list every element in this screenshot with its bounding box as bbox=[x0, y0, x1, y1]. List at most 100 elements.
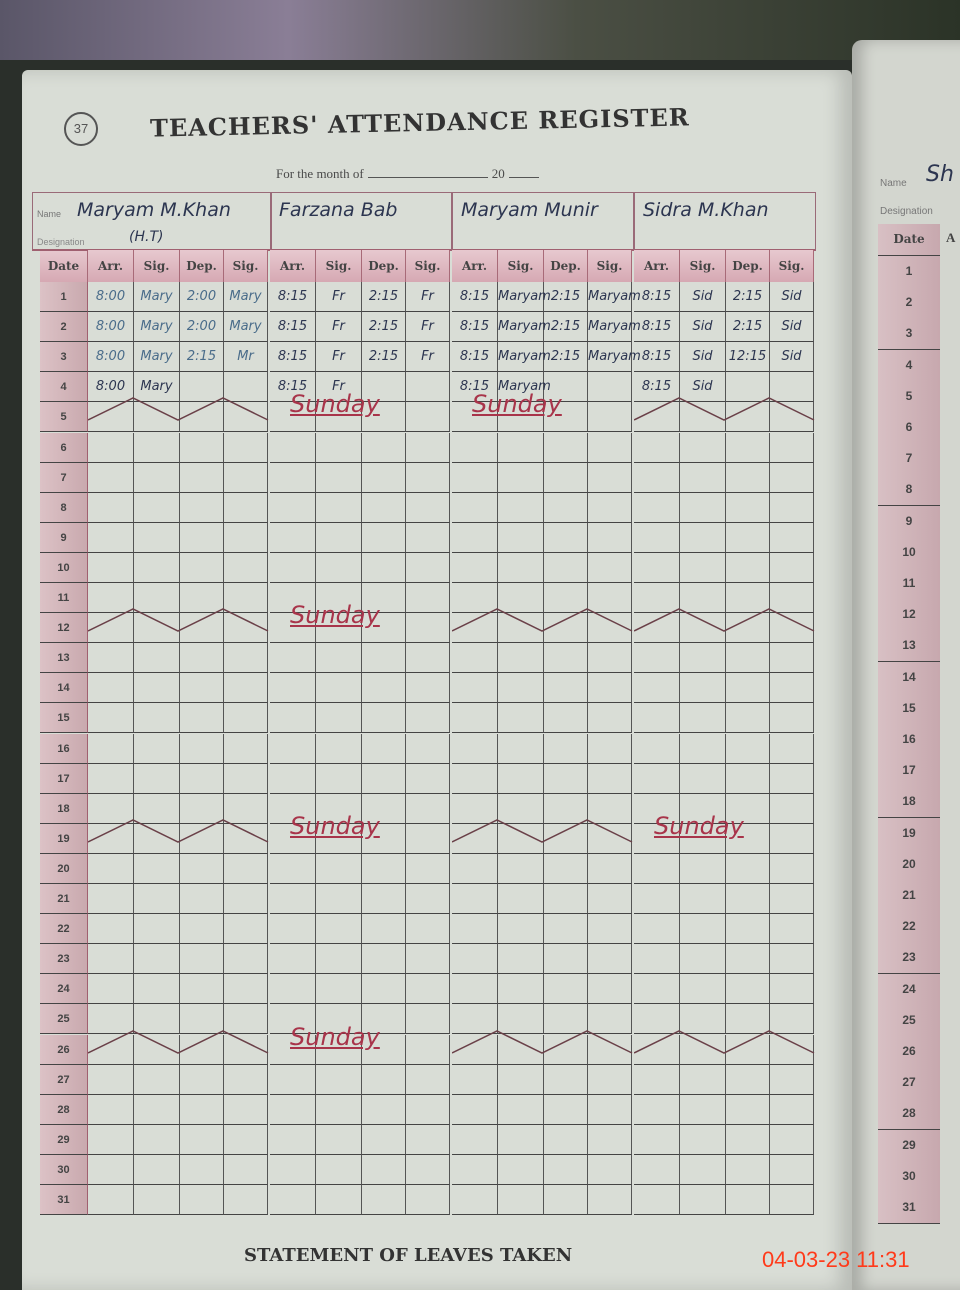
attendance-cell: 2:15 bbox=[362, 312, 406, 343]
attendance-cell bbox=[680, 1034, 726, 1065]
month-line: For the month of 20 bbox=[276, 166, 539, 182]
attendance-cell bbox=[770, 763, 814, 794]
attendance-cell bbox=[406, 552, 450, 583]
sunday-note: Sunday bbox=[472, 390, 562, 419]
column-header: Dep. bbox=[726, 250, 770, 282]
attendance-cell bbox=[406, 703, 450, 734]
attendance-cell bbox=[180, 1034, 224, 1065]
attendance-cell: Maryam bbox=[498, 312, 551, 343]
next-date-cell: 3 bbox=[878, 318, 940, 351]
attendance-cell bbox=[452, 1185, 498, 1215]
attendance-cell bbox=[726, 823, 770, 854]
date-cell: 19 bbox=[40, 823, 88, 854]
attendance-cell bbox=[134, 643, 180, 674]
attendance-cell: 8:00 bbox=[88, 282, 134, 312]
attendance-cell bbox=[362, 643, 406, 674]
attendance-cell bbox=[680, 733, 726, 764]
attendance-cell bbox=[180, 853, 224, 884]
attendance-cell bbox=[498, 944, 544, 975]
attendance-cell bbox=[180, 643, 224, 674]
attendance-cell bbox=[498, 1064, 544, 1095]
next-date-cell: 27 bbox=[878, 1067, 940, 1100]
attendance-cell: Sid bbox=[680, 372, 726, 403]
attendance-cell bbox=[634, 763, 680, 794]
attendance-cell bbox=[362, 914, 406, 945]
attendance-cell bbox=[634, 552, 680, 583]
attendance-cell bbox=[224, 974, 268, 1005]
date-cell: 22 bbox=[40, 914, 88, 945]
column-header: Sig. bbox=[498, 250, 544, 282]
attendance-cell bbox=[726, 763, 770, 794]
attendance-cell bbox=[634, 1154, 680, 1185]
attendance-cell bbox=[680, 1185, 726, 1215]
attendance-cell bbox=[544, 1185, 588, 1215]
attendance-cell bbox=[88, 432, 134, 463]
attendance-cell bbox=[634, 1004, 680, 1035]
attendance-cell bbox=[770, 974, 814, 1005]
attendance-cell bbox=[134, 613, 180, 644]
attendance-cell bbox=[180, 974, 224, 1005]
attendance-cell bbox=[680, 763, 726, 794]
attendance-cell bbox=[224, 673, 268, 704]
attendance-cell: 2:15 bbox=[180, 342, 224, 373]
attendance-cell bbox=[224, 522, 268, 553]
attendance-cell: 8:15 bbox=[634, 282, 680, 312]
attendance-cell bbox=[544, 1094, 588, 1125]
attendance-cell bbox=[406, 853, 450, 884]
column-header: Dep. bbox=[544, 250, 588, 282]
attendance-cell bbox=[224, 733, 268, 764]
sunday-note: Sunday bbox=[290, 811, 380, 840]
attendance-cell bbox=[180, 432, 224, 463]
attendance-cell: 2:00 bbox=[180, 282, 224, 312]
attendance-cell: Fr bbox=[316, 372, 362, 403]
attendance-cell bbox=[588, 462, 632, 493]
date-cell: 8 bbox=[40, 492, 88, 523]
attendance-cell bbox=[362, 522, 406, 553]
attendance-cell bbox=[770, 1004, 814, 1035]
attendance-cell bbox=[634, 944, 680, 975]
attendance-cell bbox=[498, 853, 544, 884]
attendance-cell bbox=[362, 1094, 406, 1125]
attendance-cell: 12:15 bbox=[726, 342, 770, 373]
attendance-cell bbox=[362, 552, 406, 583]
attendance-cell bbox=[770, 793, 814, 824]
attendance-cell bbox=[726, 914, 770, 945]
next-date-cell: 24 bbox=[878, 973, 940, 1006]
attendance-cell bbox=[316, 733, 362, 764]
attendance-cell bbox=[680, 552, 726, 583]
attendance-cell bbox=[316, 914, 362, 945]
attendance-cell bbox=[406, 974, 450, 1005]
attendance-cell: 8:15 bbox=[452, 342, 498, 373]
attendance-cell bbox=[180, 1124, 224, 1155]
attendance-cell bbox=[270, 673, 316, 704]
attendance-cell bbox=[770, 673, 814, 704]
date-cell: 1 bbox=[40, 282, 88, 312]
sunday-zigzag-mark bbox=[634, 608, 815, 632]
attendance-cell bbox=[452, 1094, 498, 1125]
attendance-cell bbox=[680, 492, 726, 523]
next-date-cell: 20 bbox=[878, 848, 940, 881]
attendance-cell bbox=[406, 372, 450, 403]
attendance-cell bbox=[634, 1124, 680, 1155]
attendance-cell bbox=[588, 733, 632, 764]
attendance-cell bbox=[180, 673, 224, 704]
attendance-cell bbox=[270, 853, 316, 884]
sunday-zigzag-mark bbox=[88, 1029, 269, 1054]
date-cell: 26 bbox=[40, 1034, 88, 1065]
next-date-header: Date bbox=[878, 224, 940, 256]
attendance-cell bbox=[316, 402, 362, 433]
attendance-cell bbox=[726, 552, 770, 583]
attendance-cell bbox=[134, 944, 180, 975]
attendance-cell bbox=[452, 763, 498, 794]
attendance-cell bbox=[362, 1004, 406, 1035]
next-name-value: Sh bbox=[926, 162, 954, 187]
attendance-cell: Mary bbox=[134, 372, 180, 403]
attendance-cell bbox=[180, 703, 224, 734]
attendance-cell bbox=[452, 974, 498, 1005]
next-date-cell: 21 bbox=[878, 880, 940, 912]
next-date-cell: 18 bbox=[878, 786, 940, 819]
attendance-cell bbox=[316, 1124, 362, 1155]
attendance-cell bbox=[634, 733, 680, 764]
attendance-cell bbox=[498, 583, 544, 613]
attendance-cell bbox=[316, 583, 362, 613]
